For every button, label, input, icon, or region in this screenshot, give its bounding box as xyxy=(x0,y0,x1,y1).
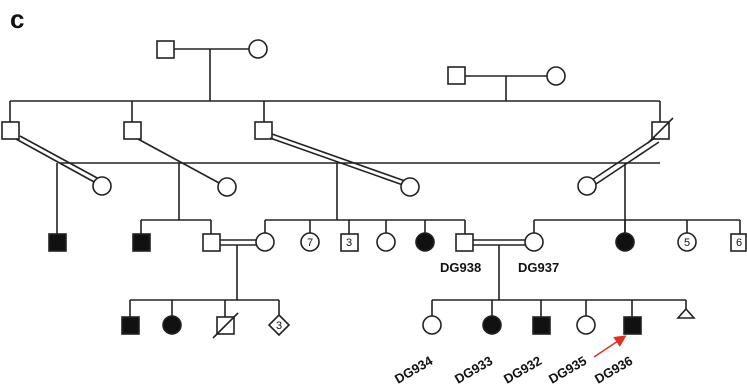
count-label: 5 xyxy=(684,237,690,249)
male xyxy=(1,121,20,140)
female-count xyxy=(300,232,320,252)
generation-2 xyxy=(1,100,674,234)
generation-1 xyxy=(156,39,566,101)
generation-3: 7 3 5 6 DG938 DG937 xyxy=(48,219,747,300)
female-dg934 xyxy=(422,315,442,335)
count-label: 3 xyxy=(276,320,282,332)
male-dg938 xyxy=(455,233,474,252)
deceased-slash xyxy=(212,312,239,339)
female xyxy=(217,177,237,197)
female xyxy=(92,176,112,196)
consanguinity-line xyxy=(588,137,656,183)
affected-female xyxy=(162,315,182,335)
founder-male-left xyxy=(156,40,175,59)
panel-label: c xyxy=(10,4,24,34)
male xyxy=(202,233,221,252)
female-count xyxy=(677,232,697,252)
female-dg935 xyxy=(576,315,596,335)
founder-female-left xyxy=(248,39,268,59)
affected-male xyxy=(48,233,67,252)
founder-female-right xyxy=(546,66,566,86)
affected-male-dg932 xyxy=(532,316,551,335)
female xyxy=(376,232,396,252)
consanguinity-line xyxy=(19,135,100,180)
affected-female xyxy=(615,232,635,252)
label-dg938: DG938 xyxy=(440,260,481,275)
female-dg937 xyxy=(524,232,544,252)
label-dg936: DG936 xyxy=(592,353,635,387)
label-dg933: DG933 xyxy=(452,353,495,387)
affected-female-dg933 xyxy=(482,315,502,335)
label-dg934: DG934 xyxy=(392,353,436,387)
female xyxy=(400,177,420,197)
count-label: 3 xyxy=(346,237,352,249)
male-count xyxy=(730,233,747,252)
female xyxy=(255,232,275,252)
proband-arrow xyxy=(593,335,627,358)
label-dg937: DG937 xyxy=(518,260,559,275)
male xyxy=(254,121,273,140)
affected-male xyxy=(121,316,140,335)
label-dg935: DG935 xyxy=(546,353,589,387)
marriage-line xyxy=(137,138,222,185)
consanguinity-line xyxy=(269,137,404,186)
female xyxy=(577,176,597,196)
miscarriage-triangle xyxy=(676,307,696,319)
male xyxy=(123,121,142,140)
deceased-slash xyxy=(647,117,674,144)
affected-male-dg936-proband xyxy=(623,316,642,335)
founder-male-right xyxy=(447,66,466,85)
affected-male xyxy=(132,233,151,252)
male-count xyxy=(340,233,359,252)
count-label: 7 xyxy=(307,237,313,249)
consanguinity-line xyxy=(15,138,97,184)
count-label: 6 xyxy=(736,237,742,249)
label-dg932: DG932 xyxy=(501,353,544,387)
unknown-sex-diamond xyxy=(267,313,291,337)
consanguinity-line xyxy=(592,141,660,187)
generation-4: 3 DG934 DG933 DG932 DG935 DG936 xyxy=(121,299,696,387)
affected-female xyxy=(415,232,435,252)
consanguinity-line xyxy=(271,133,406,182)
